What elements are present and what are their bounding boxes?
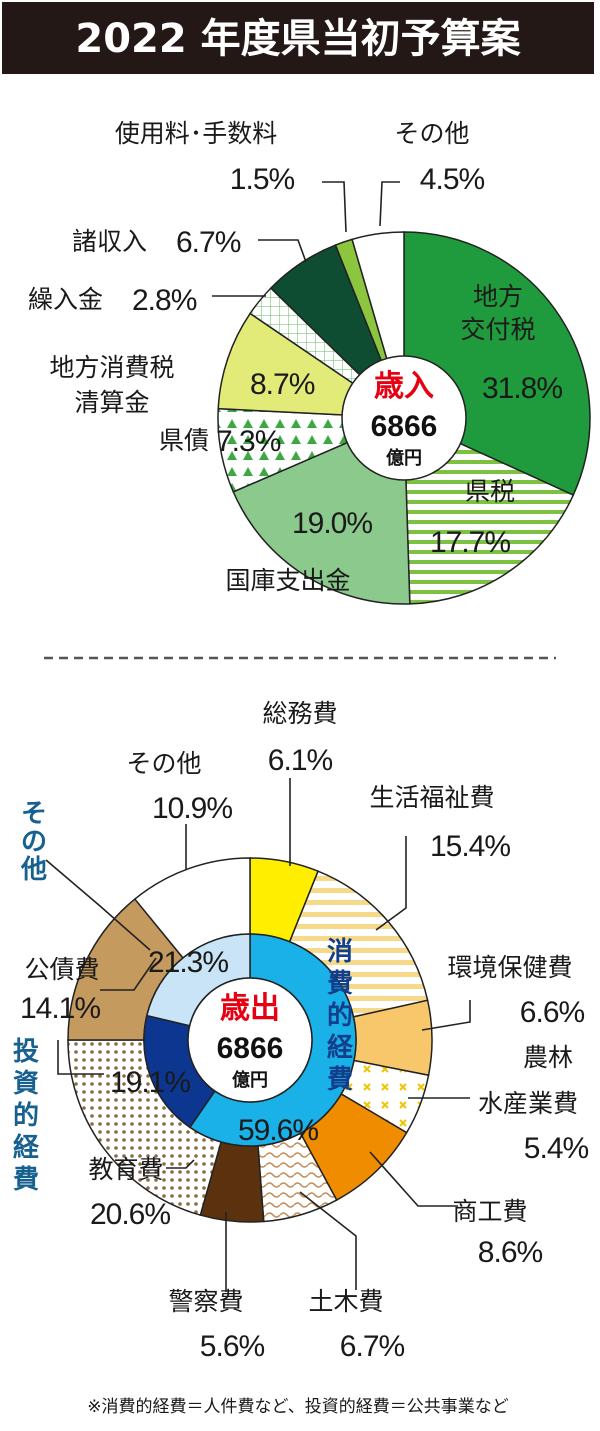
label-doboku: 土木費 [308, 1287, 383, 1316]
expenditure-leader-lines [45, 778, 471, 1292]
pct-somu: 6.1% [268, 744, 333, 777]
pct-rev-sonota: 4.5% [420, 163, 485, 196]
revenue-center-unit: 億円 [386, 447, 422, 469]
revenue-center-total: 6866 [371, 410, 438, 443]
label-chiho-koufuzei-1: 地方 [473, 282, 523, 311]
pct-group-sonota: 21.3% [148, 946, 228, 979]
label-chiho-koufuzei-2: 交付税 [460, 315, 535, 344]
label-kokko: 国庫支出金 [225, 566, 350, 595]
expenditure-center-disc [187, 977, 313, 1103]
pct-chiho-koufuzei: 31.8% [482, 372, 562, 405]
pct-kyoiku: 20.6% [90, 1198, 170, 1231]
pct-shoshunyu: 6.7% [176, 226, 241, 259]
label-norin-2: 水産業費 [478, 1089, 578, 1118]
page-title: 2022 年度県当初予算案 [75, 16, 521, 62]
pct-kokko: 19.0% [292, 507, 372, 540]
revenue-center-title: 歳入 [374, 369, 434, 404]
expenditure-outer-ring [67, 857, 433, 1223]
group-label-shohi: 消費的経費 [327, 937, 354, 1095]
label-somu: 総務費 [262, 699, 337, 728]
group-label-sonota: その他 [20, 799, 47, 885]
label-kankyo: 環境保健費 [447, 953, 572, 982]
label-norin-1: 農林 [523, 1043, 573, 1072]
pct-group-shohi: 59.6% [238, 1114, 318, 1147]
label-shohizei-2: 清算金 [74, 388, 149, 417]
pct-group-toshi: 19.1% [110, 1066, 190, 1099]
pct-shoko: 8.6% [478, 1236, 543, 1269]
label-shoshunyu: 諸収入 [72, 227, 147, 256]
expenditure-center-unit: 億円 [232, 1069, 268, 1091]
label-shiyoryo: 使用料･手数料 [115, 119, 278, 148]
pct-kenzei: 17.7% [430, 526, 510, 559]
label-kurire: 繰入金 [28, 285, 103, 314]
footer-note: ※消費的経費＝人件費など、投資的経費＝公共事業など [87, 1397, 508, 1417]
label-shohizei-1: 地方消費税 [49, 353, 174, 382]
pct-kensai: 7.3% [216, 425, 281, 458]
slice-kenzei [403, 416, 575, 605]
pct-shohizei: 8.7% [250, 368, 315, 401]
pct-doboku: 6.7% [340, 1330, 405, 1363]
pct-exp-sonota: 10.9% [152, 792, 232, 825]
expenditure-inner-ring [143, 933, 357, 1147]
pct-keisatsu: 5.6% [200, 1330, 265, 1363]
pct-kankyo: 6.6% [520, 996, 585, 1029]
revenue-center-disc [341, 355, 467, 481]
expenditure-center-title: 歳出 [220, 991, 280, 1026]
label-seikatsu: 生活福祉費 [369, 783, 494, 812]
expenditure-center-total: 6866 [217, 1032, 284, 1065]
label-kenzei: 県税 [465, 477, 515, 506]
label-exp-sonota: その他 [126, 749, 201, 778]
pct-seikatsu: 15.4% [430, 830, 510, 863]
label-shoko: 商工費 [452, 1197, 527, 1226]
pct-norin: 5.4% [524, 1132, 589, 1165]
label-rev-sonota: その他 [394, 119, 469, 148]
label-keisatsu: 警察費 [168, 1287, 243, 1316]
group-label-toshi: 投資的経費 [13, 1037, 40, 1195]
pct-kurire: 2.8% [132, 284, 197, 317]
label-kyoiku: 教育費 [88, 1155, 163, 1184]
title-bar [2, 2, 594, 74]
label-kosai: 公債費 [24, 955, 99, 984]
pct-kosai: 14.1% [20, 992, 100, 1025]
pct-shiyoryo: 1.5% [230, 163, 295, 196]
revenue-leader-lines [212, 181, 400, 297]
label-kensai: 県債 [159, 426, 209, 455]
